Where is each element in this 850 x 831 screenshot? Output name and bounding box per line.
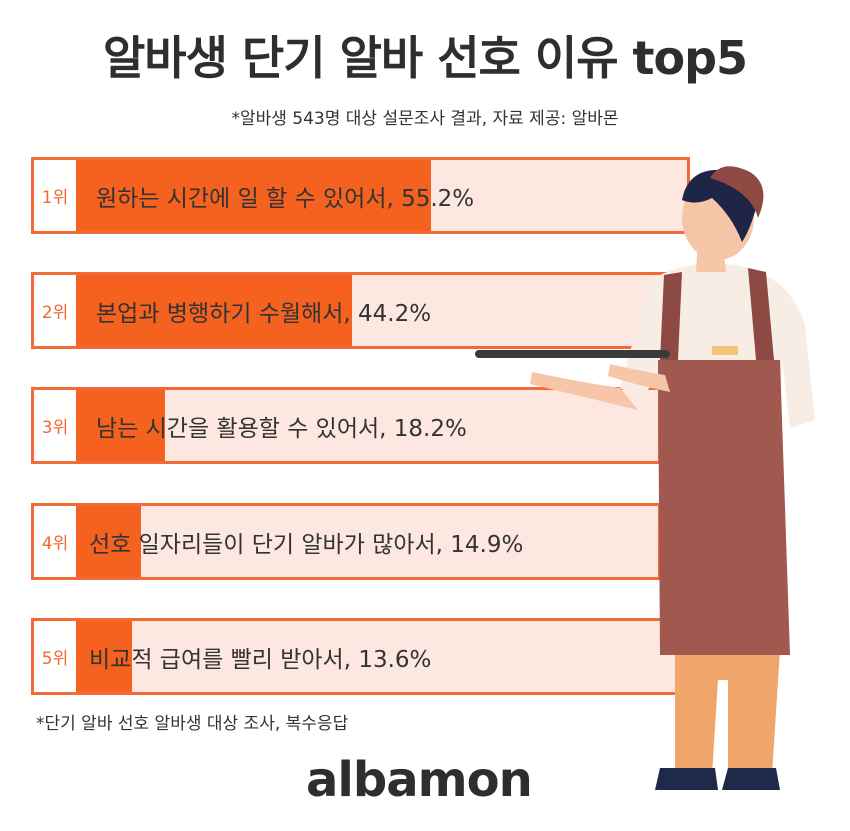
bar-row: 2위 본업과 병행하기 수월해서, 44.2% bbox=[31, 272, 690, 349]
bar-data-label: 본업과 병행하기 수월해서, 44.2% bbox=[96, 300, 432, 327]
bar-rank-label: 4위 bbox=[34, 506, 76, 577]
bar-fill bbox=[34, 275, 352, 346]
name-tag-icon bbox=[712, 346, 738, 355]
bar-row: 3위 남는 시간을 활용할 수 있어서, 18.2% bbox=[31, 387, 661, 464]
bar-row: 5위 비교적 급여를 빨리 받아서, 13.6% bbox=[31, 618, 681, 695]
bar-track: 2위 본업과 병행하기 수월해서, 44.2% bbox=[31, 272, 690, 349]
chart-subtitle: *알바생 543명 대상 설문조사 결과, 자료 제공: 알바몬 bbox=[231, 109, 619, 129]
bar-track: 1위 원하는 시간에 일 할 수 있어서, 55.2% bbox=[31, 157, 690, 234]
bar-track: 4위 선호 일자리들이 단기 알바가 많아서, 14.9% bbox=[31, 503, 661, 580]
waiter-illustration bbox=[475, 166, 815, 790]
bar-row: 1위 원하는 시간에 일 할 수 있어서, 55.2% bbox=[31, 157, 690, 234]
bar-data-label: 비교적 급여를 빨리 받아서, 13.6% bbox=[89, 646, 432, 673]
bar-track: 5위 비교적 급여를 빨리 받아서, 13.6% bbox=[31, 618, 681, 695]
tray-icon bbox=[475, 350, 670, 358]
bar-track: 3위 남는 시간을 활용할 수 있어서, 18.2% bbox=[31, 387, 661, 464]
bar-rank-label: 2위 bbox=[34, 275, 76, 346]
bar-data-label: 원하는 시간에 일 할 수 있어서, 55.2% bbox=[96, 185, 475, 212]
bar-rank-label: 1위 bbox=[34, 160, 76, 231]
cap-icon bbox=[710, 166, 764, 218]
bar-rank-label: 5위 bbox=[34, 621, 76, 692]
chart-title: 알바생 단기 알바 선호 이유 top5 bbox=[102, 31, 748, 85]
bar-data-label: 선호 일자리들이 단기 알바가 많아서, 14.9% bbox=[89, 531, 524, 558]
footnote: *단기 알바 선호 알바생 대상 조사, 복수응답 bbox=[36, 714, 349, 734]
bar-data-label: 남는 시간을 활용할 수 있어서, 18.2% bbox=[96, 415, 467, 442]
bar-row: 4위 선호 일자리들이 단기 알바가 많아서, 14.9% bbox=[31, 503, 661, 580]
albamon-logo: albamon bbox=[306, 752, 533, 808]
right-shoe-icon bbox=[722, 768, 780, 790]
left-shoe-icon bbox=[655, 768, 718, 790]
bar-fill bbox=[34, 160, 431, 231]
bar-rank-label: 3위 bbox=[34, 390, 76, 461]
